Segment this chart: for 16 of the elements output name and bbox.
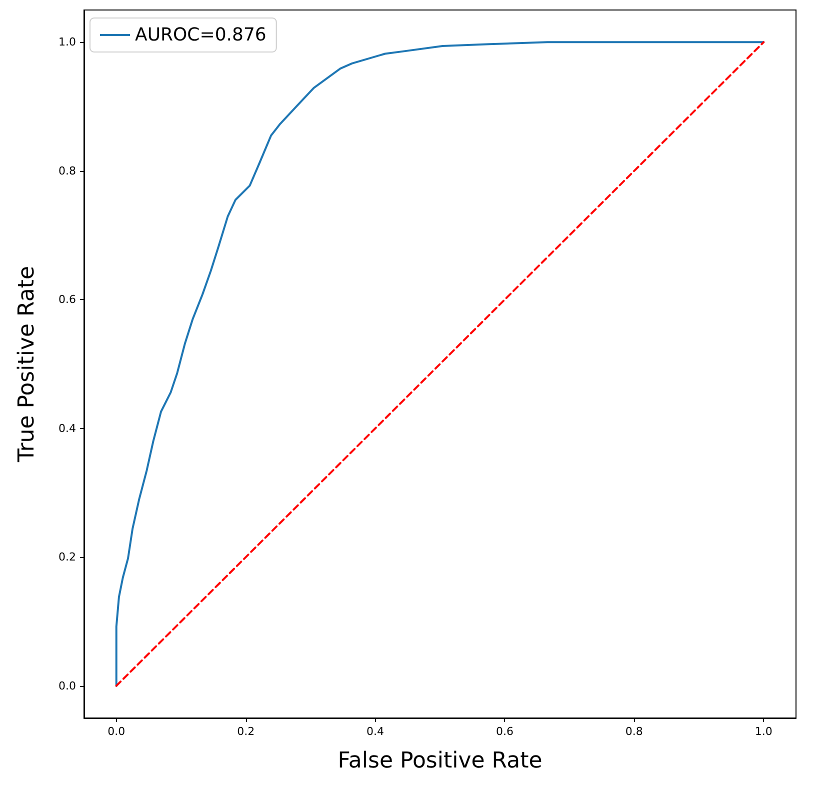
y-tick-label: 0.6 — [58, 293, 76, 306]
x-tick-label: 1.0 — [754, 725, 772, 738]
line-series — [115, 41, 765, 687]
y-tick-label: 1.0 — [58, 36, 76, 49]
y-tick-label: 0.2 — [58, 550, 76, 564]
x-tick-label: 0.2 — [237, 725, 255, 738]
x-tick-label: 0.0 — [108, 725, 126, 738]
x-tick-label: 0.8 — [625, 725, 643, 738]
y-axis-title: True Positive Rate — [14, 266, 40, 463]
y-tick-label: 0.8 — [58, 164, 76, 178]
y-tick-label: 0.4 — [58, 422, 76, 435]
legend-label: AUROC=0.876 — [135, 24, 266, 46]
x-tick-label: 0.6 — [496, 725, 514, 738]
x-axis-title: False Positive Rate — [338, 748, 542, 774]
y-tick-label: 0.0 — [58, 679, 76, 692]
x-tick-label: 0.4 — [366, 725, 384, 738]
